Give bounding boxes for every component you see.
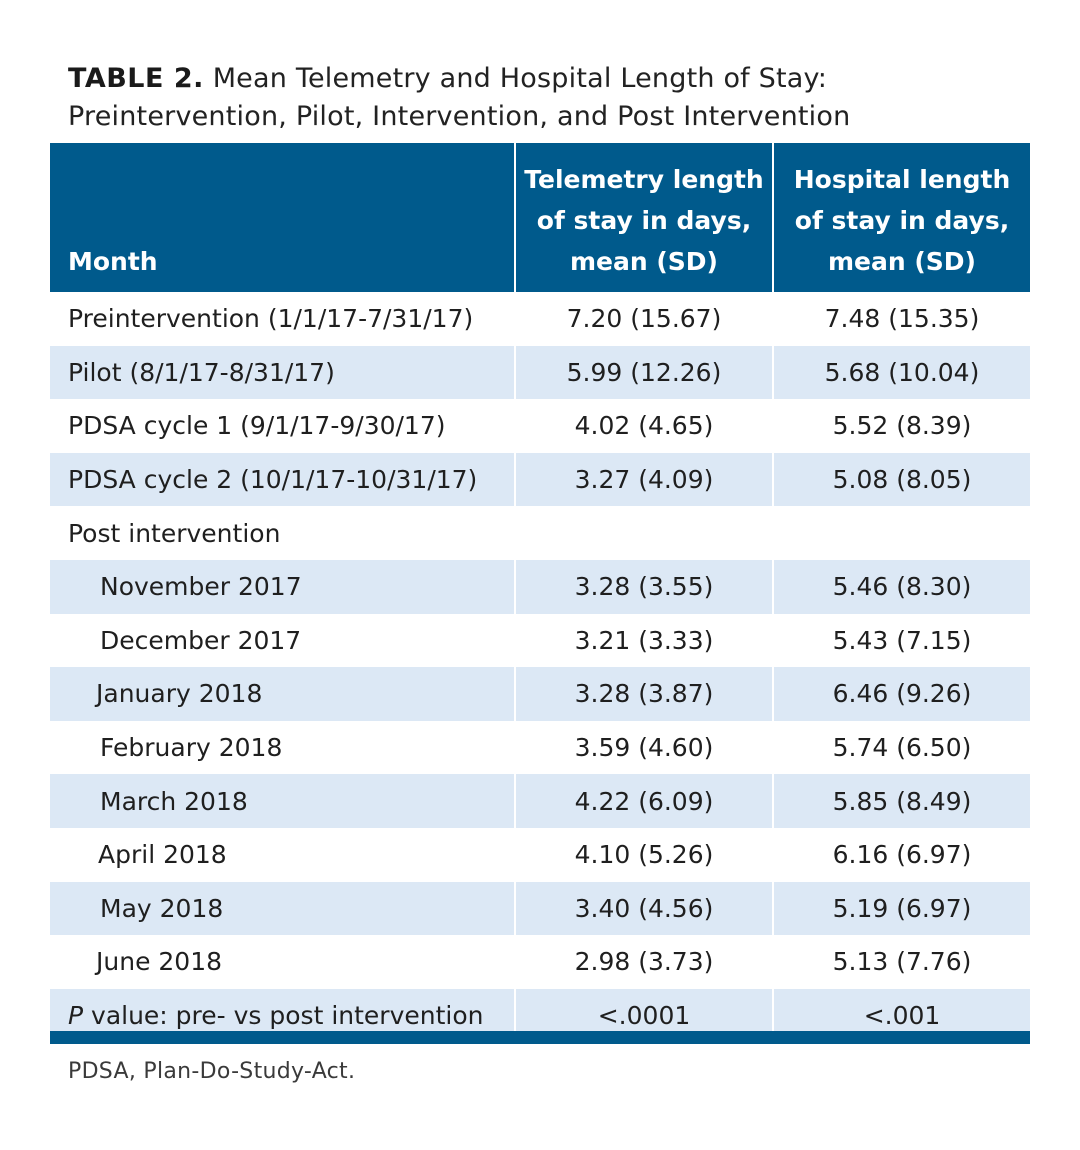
row-hospital: 5.08 (8.05) xyxy=(774,452,1030,507)
header-telemetry-text: Telemetry length of stay in days, mean (… xyxy=(524,165,764,276)
table-row: January 2018 3.28 (3.87) 6.46 (9.26) xyxy=(50,667,1030,721)
row-month: May 2018 xyxy=(50,881,516,936)
table-label: TABLE 2. xyxy=(68,63,204,94)
row-month: Post intervention xyxy=(50,506,516,560)
table-row: May 2018 3.40 (4.56) 5.19 (6.97) xyxy=(50,881,1030,936)
header-hospital-text: Hospital length of stay in days, mean (S… xyxy=(793,165,1011,276)
row-telemetry: 4.22 (6.09) xyxy=(516,774,774,828)
row-telemetry: 3.59 (4.60) xyxy=(516,720,774,775)
row-month: November 2017 xyxy=(50,559,516,614)
header-telemetry: Telemetry length of stay in days, mean (… xyxy=(516,143,774,292)
table-title: Mean Telemetry and Hospital Length of St… xyxy=(68,63,851,132)
table-row: Pilot (8/1/17-8/31/17) 5.99 (12.26) 5.68… xyxy=(50,345,1030,400)
row-month: PDSA cycle 1 (9/1/17-9/30/17) xyxy=(50,399,516,453)
data-table: Month Telemetry length of stay in days, … xyxy=(50,143,1030,1043)
row-month: June 2018 xyxy=(50,935,516,989)
row-hospital: 5.52 (8.39) xyxy=(774,399,1030,453)
row-telemetry: 3.28 (3.87) xyxy=(516,667,774,721)
table-bottom-rule xyxy=(50,1031,1030,1044)
row-hospital: 6.46 (9.26) xyxy=(774,667,1030,721)
row-hospital: 5.13 (7.76) xyxy=(774,935,1030,989)
pvalue-label-text: value: pre- vs post intervention xyxy=(83,1001,484,1031)
table-row: April 2018 4.10 (5.26) 6.16 (6.97) xyxy=(50,827,1030,882)
row-month: March 2018 xyxy=(50,774,516,828)
row-month: PDSA cycle 2 (10/1/17-10/31/17) xyxy=(50,452,516,507)
p-letter: P xyxy=(68,1001,84,1031)
table-caption: TABLE 2. Mean Telemetry and Hospital Len… xyxy=(68,60,1028,136)
row-telemetry xyxy=(516,506,774,560)
table-row: June 2018 2.98 (3.73) 5.13 (7.76) xyxy=(50,935,1030,989)
row-telemetry: 5.99 (12.26) xyxy=(516,345,774,400)
table-row: December 2017 3.21 (3.33) 5.43 (7.15) xyxy=(50,613,1030,668)
row-hospital: 5.74 (6.50) xyxy=(774,720,1030,775)
row-month: Pilot (8/1/17-8/31/17) xyxy=(50,345,516,400)
header-hospital: Hospital length of stay in days, mean (S… xyxy=(774,143,1030,292)
row-hospital: 5.43 (7.15) xyxy=(774,613,1030,668)
row-month: December 2017 xyxy=(50,613,516,668)
table-row: Post intervention xyxy=(50,506,1030,560)
row-telemetry: 4.10 (5.26) xyxy=(516,827,774,882)
row-hospital: 5.19 (6.97) xyxy=(774,881,1030,936)
row-hospital: 7.48 (15.35) xyxy=(774,292,1030,346)
row-month: January 2018 xyxy=(50,667,516,721)
table-row: Preintervention (1/1/17-7/31/17) 7.20 (1… xyxy=(50,292,1030,346)
row-telemetry: 7.20 (15.67) xyxy=(516,292,774,346)
row-month: April 2018 xyxy=(50,827,516,882)
row-hospital: 5.85 (8.49) xyxy=(774,774,1030,828)
table-row: November 2017 3.28 (3.55) 5.46 (8.30) xyxy=(50,559,1030,614)
row-telemetry: 2.98 (3.73) xyxy=(516,935,774,989)
row-telemetry: 3.28 (3.55) xyxy=(516,559,774,614)
row-hospital: 5.68 (10.04) xyxy=(774,345,1030,400)
table-footnote: PDSA, Plan-Do-Study-Act. xyxy=(68,1059,356,1084)
row-telemetry: 3.40 (4.56) xyxy=(516,881,774,936)
row-telemetry: 4.02 (4.65) xyxy=(516,399,774,453)
table-row: PDSA cycle 2 (10/1/17-10/31/17) 3.27 (4.… xyxy=(50,452,1030,507)
table-row: March 2018 4.22 (6.09) 5.85 (8.49) xyxy=(50,774,1030,828)
header-month: Month xyxy=(50,143,516,292)
row-hospital xyxy=(774,506,1030,560)
row-month: Preintervention (1/1/17-7/31/17) xyxy=(50,292,516,346)
pvalue-row: P value: pre- vs post intervention <.000… xyxy=(50,988,1030,1043)
table-row: PDSA cycle 1 (9/1/17-9/30/17) 4.02 (4.65… xyxy=(50,399,1030,453)
row-hospital: 5.46 (8.30) xyxy=(774,559,1030,614)
row-hospital: 6.16 (6.97) xyxy=(774,827,1030,882)
row-telemetry: 3.21 (3.33) xyxy=(516,613,774,668)
row-telemetry: 3.27 (4.09) xyxy=(516,452,774,507)
row-month: February 2018 xyxy=(50,720,516,775)
table-row: February 2018 3.59 (4.60) 5.74 (6.50) xyxy=(50,720,1030,775)
header-row: Month Telemetry length of stay in days, … xyxy=(50,143,1030,292)
